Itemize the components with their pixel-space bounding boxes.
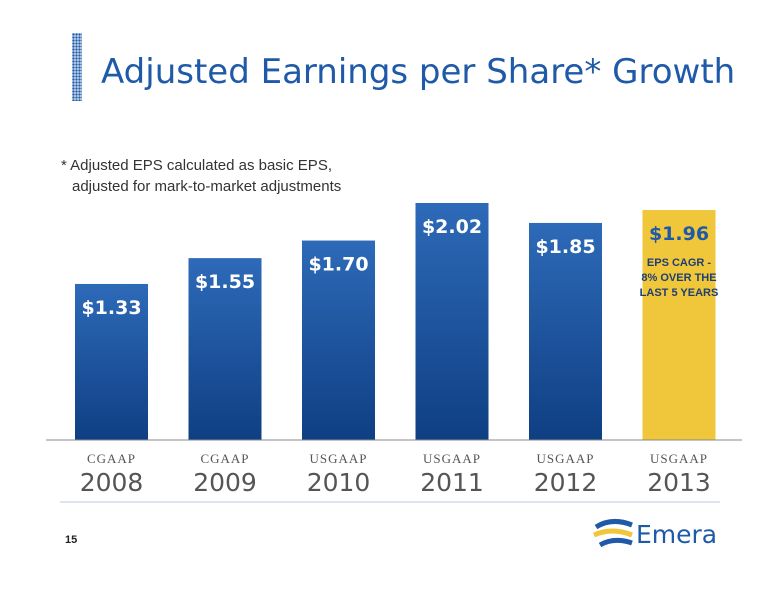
page-title: Adjusted Earnings per Share* Growth xyxy=(101,52,736,92)
category-basis-2009: CGAAP xyxy=(200,451,249,466)
data-label-2009: $1.55 xyxy=(195,271,255,293)
data-label-2010: $1.70 xyxy=(308,254,368,276)
category-year-2008: 2008 xyxy=(80,468,144,497)
data-label-2011: $2.02 xyxy=(422,216,482,238)
emera-logo-icon xyxy=(592,519,633,548)
category-basis-2008: CGAAP xyxy=(87,451,136,466)
emera-logo-text: Emera xyxy=(636,520,718,549)
bar-group: $1.33 $1.55 $1.70 $2.02 $1.85 $1.96 EPS CAGR -… xyxy=(75,203,718,440)
cagr-annotation-line-1: EPS CAGR - xyxy=(647,257,712,269)
bar-2008 xyxy=(75,283,148,440)
category-labels: CGAAP 2008 CGAAP 2009 USGAAP 2010 USGAAP 2011 US… xyxy=(80,451,711,497)
data-label-2012: $1.85 xyxy=(535,236,595,258)
footnote-line-1: * Adjusted EPS calculated as basic EPS, xyxy=(61,157,332,174)
cagr-annotation-line-3: LAST 5 YEARS xyxy=(640,287,719,299)
footnote-line-2: adjusted for mark-to-market adjustments xyxy=(72,178,342,195)
bar-2013 xyxy=(642,210,716,440)
bar-2011 xyxy=(415,203,489,440)
category-basis-2012: USGAAP xyxy=(536,451,594,466)
bar-2012 xyxy=(529,222,602,440)
category-year-2010: 2010 xyxy=(307,468,371,497)
bar-2009 xyxy=(188,258,262,440)
category-basis-2010: USGAAP xyxy=(309,451,367,466)
footnote: * Adjusted EPS calculated as basic EPS, … xyxy=(61,155,341,197)
category-year-2009: 2009 xyxy=(193,468,257,497)
category-year-2012: 2012 xyxy=(534,468,598,497)
category-year-2011: 2011 xyxy=(420,468,484,497)
category-basis-2011: USGAAP xyxy=(423,451,481,466)
page-number: 15 xyxy=(65,534,78,546)
bar-2010 xyxy=(302,240,375,440)
data-label-2008: $1.33 xyxy=(81,297,141,319)
data-label-2013: $1.96 xyxy=(649,223,709,245)
category-year-2013: 2013 xyxy=(647,468,711,497)
title-accent-bar xyxy=(72,33,82,101)
cagr-annotation-line-2: 8% OVER THE xyxy=(641,272,716,284)
category-basis-2013: USGAAP xyxy=(650,451,708,466)
